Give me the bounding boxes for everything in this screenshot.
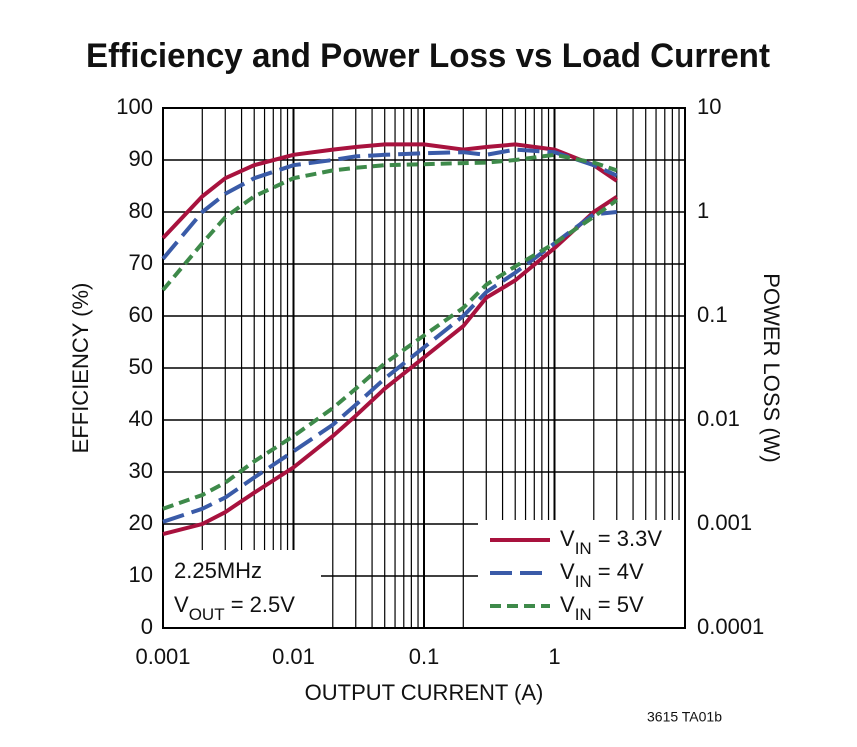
y2-tick-label: 0.1 bbox=[697, 302, 728, 327]
y-tick-label: 50 bbox=[129, 354, 153, 379]
y-tick-label: 20 bbox=[129, 510, 153, 535]
footnote: 3615 TA01b bbox=[647, 709, 722, 725]
legend-label: VIN = 3.3V bbox=[560, 526, 662, 558]
annotation: 2.25MHz bbox=[174, 558, 262, 583]
x-tick-label: 0.001 bbox=[135, 644, 190, 669]
annotation-box bbox=[164, 550, 321, 627]
x-tick-label: 1 bbox=[548, 644, 560, 669]
y2-tick-label: 0.0001 bbox=[697, 614, 764, 639]
y-tick-label: 10 bbox=[129, 562, 153, 587]
y-tick-label: 90 bbox=[129, 146, 153, 171]
y-tick-label: 100 bbox=[116, 94, 153, 119]
y-tick-label: 80 bbox=[129, 198, 153, 223]
y2-axis-label: POWER LOSS (W) bbox=[759, 273, 784, 462]
legend-box bbox=[478, 520, 684, 627]
x-axis-label: OUTPUT CURRENT (A) bbox=[305, 680, 544, 705]
plot-frame bbox=[162, 107, 686, 629]
legend-label: VIN = 4V bbox=[560, 559, 644, 591]
data-line bbox=[162, 195, 618, 537]
y2-tick-label: 1 bbox=[697, 198, 709, 223]
y-tick-label: 40 bbox=[129, 406, 153, 431]
y2-tick-label: 0.01 bbox=[697, 406, 740, 431]
y2-tick-label: 10 bbox=[697, 94, 721, 119]
x-tick-label: 0.1 bbox=[409, 644, 440, 669]
y-tick-label: 60 bbox=[129, 302, 153, 327]
legend-label: VIN = 5V bbox=[560, 592, 644, 624]
y-tick-label: 30 bbox=[129, 458, 153, 483]
y2-tick-label: 0.001 bbox=[697, 510, 752, 535]
x-tick-label: 0.01 bbox=[272, 644, 315, 669]
y-tick-label: 70 bbox=[129, 250, 153, 275]
chart-title: Efficiency and Power Loss vs Load Curren… bbox=[86, 37, 770, 75]
y-axis-label: EFFICIENCY (%) bbox=[68, 283, 93, 454]
annotation: VOUT = 2.5V bbox=[174, 592, 295, 624]
data-line bbox=[161, 147, 618, 261]
data-line bbox=[161, 152, 618, 292]
y-tick-label: 0 bbox=[141, 614, 153, 639]
data-line bbox=[161, 142, 618, 240]
data-line bbox=[162, 198, 618, 511]
